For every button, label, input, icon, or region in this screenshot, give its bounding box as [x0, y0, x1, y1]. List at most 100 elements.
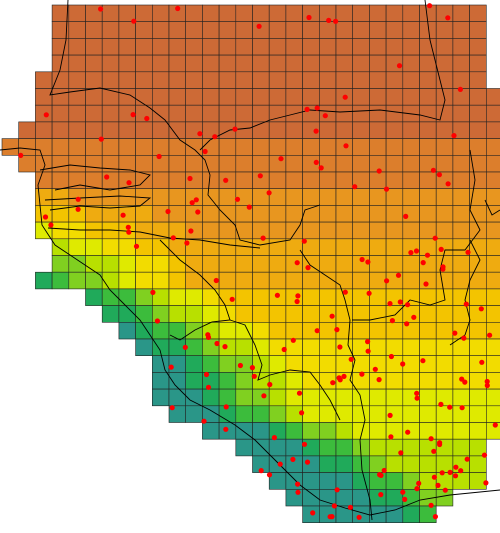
- grid-cell: [51, 271, 70, 290]
- grid-cell: [202, 171, 220, 190]
- grid-cell: [352, 288, 370, 306]
- grid-cell: [402, 271, 420, 290]
- grid-cell: [485, 88, 500, 106]
- grid-cell: [469, 4, 487, 23]
- grid-cell: [68, 21, 86, 39]
- site-dot: [130, 112, 136, 118]
- grid-cell: [352, 71, 370, 89]
- grid-cell: [318, 71, 337, 89]
- grid-cell: [252, 288, 270, 306]
- site-dot: [343, 143, 349, 149]
- grid-cell: [335, 238, 354, 256]
- grid-cell: [318, 288, 337, 306]
- grid-cell: [185, 38, 203, 56]
- grid-cell: [268, 438, 287, 457]
- grid-cell: [369, 171, 387, 190]
- grid-cell: [452, 171, 470, 190]
- grid-cell: [352, 54, 370, 73]
- grid-cell: [235, 155, 253, 173]
- grid-cell: [218, 21, 237, 39]
- grid-cell: [485, 255, 500, 273]
- grid-cell: [369, 21, 387, 39]
- site-dot: [424, 252, 431, 258]
- site-dot: [214, 340, 220, 347]
- grid-cell: [402, 4, 420, 23]
- grid-cell: [218, 388, 237, 407]
- grid-cell: [152, 305, 170, 323]
- site-dot: [131, 18, 137, 24]
- grid-cell: [385, 188, 404, 206]
- grid-cell: [218, 372, 237, 390]
- grid-cell: [168, 71, 187, 89]
- border: [484, 199, 500, 216]
- grid-cell: [369, 488, 387, 507]
- grid-cell: [185, 338, 203, 357]
- site-dot: [356, 514, 362, 520]
- site-dot: [223, 177, 229, 183]
- grid-cell: [35, 188, 53, 206]
- site-dot: [377, 472, 383, 478]
- grid-cell: [369, 255, 387, 273]
- grid-cell: [352, 4, 370, 23]
- grid-cell: [369, 71, 387, 89]
- site-dot: [322, 113, 328, 119]
- grid-cell: [135, 4, 153, 23]
- grid-cell: [35, 138, 53, 156]
- grid-cell: [318, 405, 337, 423]
- grid-cell: [252, 4, 270, 23]
- grid-cells: [1, 4, 500, 524]
- site-dot: [484, 378, 490, 385]
- site-dot: [165, 208, 171, 215]
- site-dot: [423, 281, 429, 287]
- site-dot: [431, 448, 437, 454]
- site-dot: [416, 480, 422, 486]
- grid-cell: [469, 388, 487, 407]
- grid-cell: [218, 205, 237, 223]
- grid-cell: [335, 71, 354, 89]
- grid-cell: [435, 54, 454, 73]
- grid-cell: [452, 188, 470, 206]
- grid-cell: [369, 388, 387, 407]
- grid-cell: [419, 271, 437, 290]
- site-dot: [213, 277, 219, 284]
- site-dot: [352, 184, 358, 190]
- grid-cell: [85, 238, 103, 256]
- site-dot: [75, 196, 81, 202]
- grid-cell: [285, 21, 303, 39]
- grid-cell: [302, 138, 320, 156]
- grid-cell: [352, 104, 370, 123]
- grid-cell: [101, 288, 120, 306]
- grid-cell: [285, 271, 303, 290]
- grid-cell: [452, 271, 470, 290]
- grid-cell: [168, 171, 187, 190]
- site-dot: [281, 346, 287, 353]
- grid-cell: [285, 438, 303, 457]
- site-dot: [389, 318, 395, 324]
- grid-cell: [402, 505, 420, 524]
- grid-cell: [68, 4, 86, 23]
- grid-cell: [51, 138, 70, 156]
- grid-cell: [369, 4, 387, 23]
- grid-cell: [101, 138, 120, 156]
- grid-cell: [202, 54, 220, 73]
- grid-cell: [268, 405, 287, 423]
- grid-cell: [452, 138, 470, 156]
- site-dot: [458, 468, 464, 474]
- grid-cell: [385, 71, 404, 89]
- grid-cell: [385, 372, 404, 390]
- grid-cell: [335, 104, 354, 123]
- grid-cell: [118, 238, 136, 256]
- grid-cell: [302, 21, 320, 39]
- border: [49, 0, 321, 246]
- grid-cell: [335, 271, 354, 290]
- grid-cell: [235, 288, 253, 306]
- site-dot: [403, 213, 409, 219]
- site-dot: [260, 235, 266, 241]
- site-dot: [365, 259, 371, 265]
- grid-cell: [252, 138, 270, 156]
- site-dot: [347, 504, 353, 510]
- site-dot: [387, 301, 393, 307]
- grid-cell: [318, 338, 337, 357]
- grid-cell: [318, 472, 337, 490]
- grid-cell: [268, 88, 287, 106]
